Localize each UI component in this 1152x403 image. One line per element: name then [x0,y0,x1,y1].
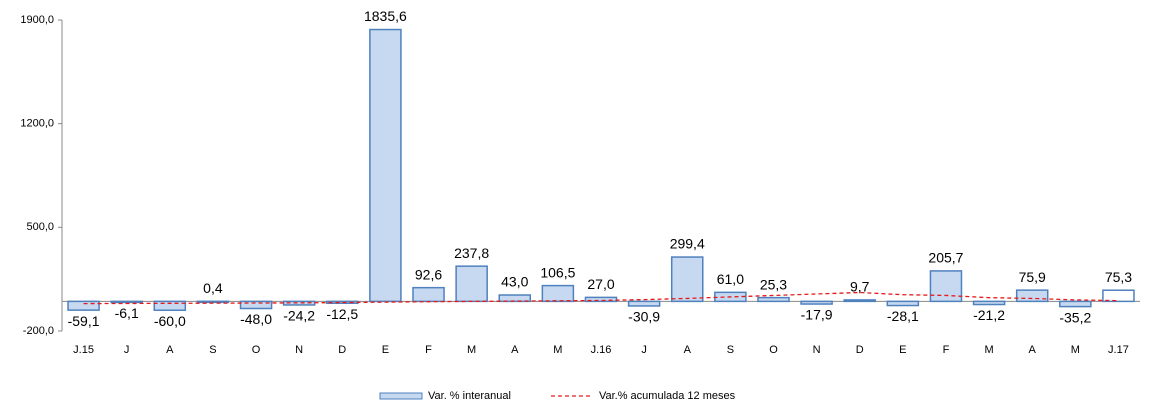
bar [498,294,532,303]
x-tick-label: M [467,344,476,356]
x-tick-label: J [641,344,647,356]
bar [196,300,230,304]
value-label: -30,9 [628,309,660,325]
value-label: 75,9 [1019,269,1046,285]
bar [541,284,575,303]
x-tick-label: M [984,344,993,356]
value-label: 299,4 [670,236,705,252]
bar [972,300,1006,306]
x-tick-label: D [338,344,346,356]
x-tick-label: S [209,344,216,356]
bar [627,300,661,307]
bar [757,296,790,303]
legend-label: Var. % interanual [428,390,511,402]
value-label: -35,2 [1059,309,1091,325]
value-label: -60,0 [154,313,186,329]
value-label: 106,5 [540,264,575,280]
value-label: 43,0 [501,274,528,290]
value-label: -17,9 [801,307,833,323]
bar [670,256,704,303]
y-tick-label: 1900,0 [20,14,54,26]
value-label: -12,5 [326,306,358,322]
bar [412,286,445,303]
value-label: -24,2 [283,308,315,324]
bar [455,265,488,303]
x-tick-label: N [295,344,303,356]
value-label: -6,1 [115,305,139,321]
x-tick-label: J.15 [73,344,94,356]
value-label: 205,7 [928,250,963,266]
bar [800,300,833,305]
bar [584,296,618,303]
x-tick-label: S [727,344,734,356]
value-label: -48,0 [240,311,272,327]
bar [1059,300,1092,308]
x-tick-label: M [1071,344,1080,356]
x-tick-label: A [1029,344,1037,356]
value-label: 237,8 [454,245,489,261]
value-label: 1835,6 [364,8,407,24]
x-tick-label: O [769,344,778,356]
legend-swatch [379,392,423,400]
value-label: 0,4 [203,280,223,296]
bar [1015,289,1049,303]
x-tick-label: A [166,344,174,356]
y-tick-label: 1200,0 [20,118,54,130]
value-label: 92,6 [415,266,442,282]
x-tick-label: E [899,344,906,356]
x-tick-label: F [943,344,950,356]
value-label: 75,3 [1105,269,1132,285]
x-tick-label: N [813,344,821,356]
y-tick-label: 500,0 [26,221,54,233]
value-label: -28,1 [887,308,919,324]
bar [886,300,920,307]
x-tick-label: E [382,344,389,356]
bar [239,300,273,310]
bar [843,299,876,303]
x-tick-label: M [553,344,562,356]
value-label: 25,3 [760,276,787,292]
line [83,291,1119,305]
x-tick-label: D [856,344,864,356]
bar [369,28,402,303]
value-label: -59,1 [68,313,100,329]
x-tick-label: F [425,344,432,356]
x-tick-label: J [124,344,130,356]
legend-label: Var.% acumulada 12 meses [599,390,736,402]
x-tick-label: A [684,344,692,356]
bar [929,270,963,303]
bar [1102,289,1135,303]
value-label: 9,7 [850,279,870,295]
bar [110,300,143,304]
x-tick-label: A [511,344,519,356]
x-tick-label: J.17 [1108,344,1129,356]
value-label: -21,2 [973,307,1005,323]
x-tick-label: J.16 [591,344,612,356]
value-label: 61,0 [717,271,744,287]
bar [67,300,100,311]
x-tick-label: O [252,344,261,356]
y-tick-label: -200,0 [23,325,54,337]
bar [153,300,187,312]
value-label: 27,0 [587,276,614,292]
